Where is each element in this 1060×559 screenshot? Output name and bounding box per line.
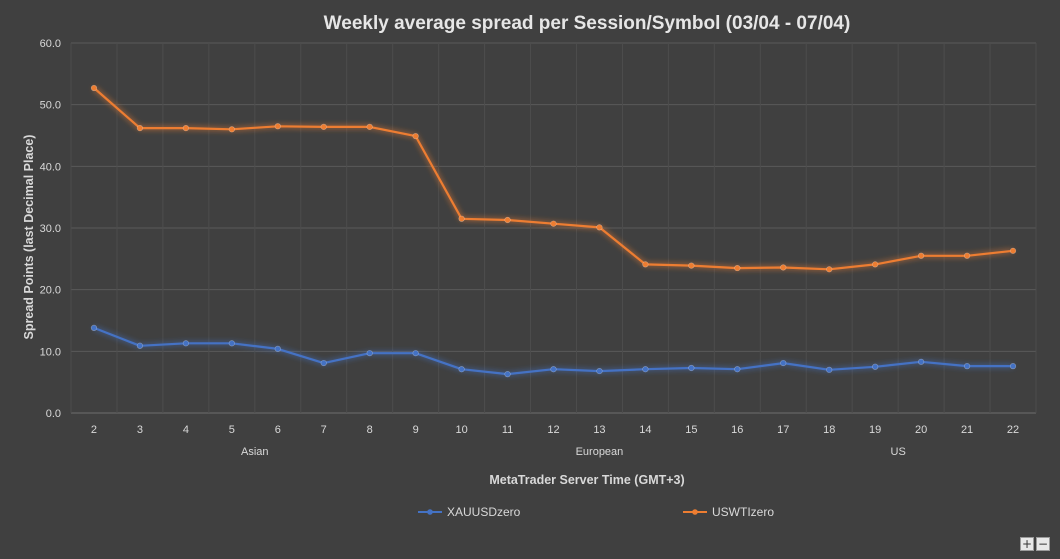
legend-swatch-marker xyxy=(427,509,433,515)
data-point xyxy=(366,350,373,357)
x-tick-label: 10 xyxy=(455,424,467,436)
y-axis-ticks: 0.0 10.0 20.0 30.0 40.0 50.0 60.0 xyxy=(40,38,61,420)
data-point xyxy=(182,340,189,347)
data-point xyxy=(274,123,281,130)
data-point xyxy=(412,133,419,140)
data-point xyxy=(550,220,557,227)
x-tick-label: 3 xyxy=(137,424,143,436)
x-tick-label: 19 xyxy=(869,424,881,436)
data-point xyxy=(274,345,281,352)
data-point xyxy=(136,125,144,132)
x-tick-label: 12 xyxy=(547,424,559,436)
data-point xyxy=(90,324,98,332)
x-tick-label: 4 xyxy=(183,424,189,436)
y-tick-label: 0.0 xyxy=(46,408,61,420)
x-tick-label: 15 xyxy=(685,424,697,436)
x-tick-label: 9 xyxy=(413,424,419,436)
data-point xyxy=(458,366,465,373)
x-tick-label: 6 xyxy=(275,424,281,436)
data-point xyxy=(780,264,787,271)
gridlines xyxy=(70,42,1037,414)
legend-label: USWTIzero xyxy=(712,505,774,519)
data-point xyxy=(1009,247,1017,254)
y-axis-title: Spread Points (last Decimal Place) xyxy=(22,135,36,340)
data-point xyxy=(228,126,235,133)
x-tick-label: 11 xyxy=(502,424,513,436)
x-axis-title: MetaTrader Server Time (GMT+3) xyxy=(489,473,684,487)
series-line-USWTIzero xyxy=(93,87,1014,271)
y-tick-label: 10.0 xyxy=(40,346,61,358)
data-point xyxy=(780,359,787,367)
data-point xyxy=(826,366,833,373)
x-tick-label: 14 xyxy=(639,424,651,436)
data-point xyxy=(963,252,971,259)
x-group-label: European xyxy=(576,446,624,458)
x-tick-label: 13 xyxy=(593,424,605,436)
data-point xyxy=(734,366,741,373)
x-tick-label: 2 xyxy=(91,424,97,436)
data-point xyxy=(228,340,235,347)
x-tick-label: 22 xyxy=(1007,424,1019,436)
x-axis-ticks: 2 3 4 5 6 7 8 9 10 11 12 13 14 15 16 17 18 19 20 21 22 xyxy=(91,424,1019,436)
data-point xyxy=(596,367,603,375)
data-point xyxy=(182,125,189,132)
x-tick-label: 17 xyxy=(777,424,789,436)
data-point xyxy=(688,364,695,372)
data-point xyxy=(412,350,419,357)
y-tick-label: 20.0 xyxy=(40,285,61,297)
data-point xyxy=(320,359,327,367)
y-tick-label: 30.0 xyxy=(40,223,61,235)
data-point xyxy=(550,366,557,373)
data-point xyxy=(458,215,465,222)
x-tick-label: 16 xyxy=(731,424,743,436)
zoom-out-button[interactable]: − xyxy=(1036,537,1050,551)
legend-label: XAUUSDzero xyxy=(447,505,521,519)
data-point xyxy=(90,84,98,92)
x-tick-label: 8 xyxy=(367,424,373,436)
x-tick-label: 20 xyxy=(915,424,927,436)
data-point xyxy=(504,216,511,224)
data-point xyxy=(918,252,925,259)
x-group-label: Asian xyxy=(241,446,269,458)
zoom-in-button[interactable]: + xyxy=(1020,537,1034,551)
x-axis-groups: Asian European US xyxy=(241,446,906,458)
data-point xyxy=(642,366,649,373)
data-point xyxy=(918,358,925,365)
data-point xyxy=(642,261,649,268)
data-point xyxy=(688,262,695,269)
chart-title: Weekly average spread per Session/Symbol… xyxy=(324,13,851,34)
x-group-label: US xyxy=(891,446,906,458)
x-tick-label: 5 xyxy=(229,424,235,436)
data-point xyxy=(872,363,879,370)
data-point xyxy=(872,261,879,268)
data-point xyxy=(366,123,373,130)
x-tick-label: 7 xyxy=(321,424,327,436)
data-point xyxy=(963,363,971,370)
zoom-controls: + − xyxy=(1020,537,1050,551)
y-tick-label: 50.0 xyxy=(40,100,61,112)
data-point xyxy=(504,371,511,378)
data-point xyxy=(734,264,741,272)
data-point xyxy=(320,123,327,130)
y-tick-label: 40.0 xyxy=(40,161,61,173)
data-point xyxy=(1009,363,1017,370)
data-point xyxy=(596,224,603,231)
x-tick-label: 21 xyxy=(961,424,973,436)
x-tick-label: 18 xyxy=(823,424,835,436)
legend-swatch-marker xyxy=(692,509,698,515)
y-tick-label: 60.0 xyxy=(40,38,61,50)
series-lines xyxy=(90,84,1017,378)
data-point xyxy=(826,266,833,273)
data-point xyxy=(136,342,144,349)
legend: XAUUSDzero USWTIzero xyxy=(418,505,774,519)
